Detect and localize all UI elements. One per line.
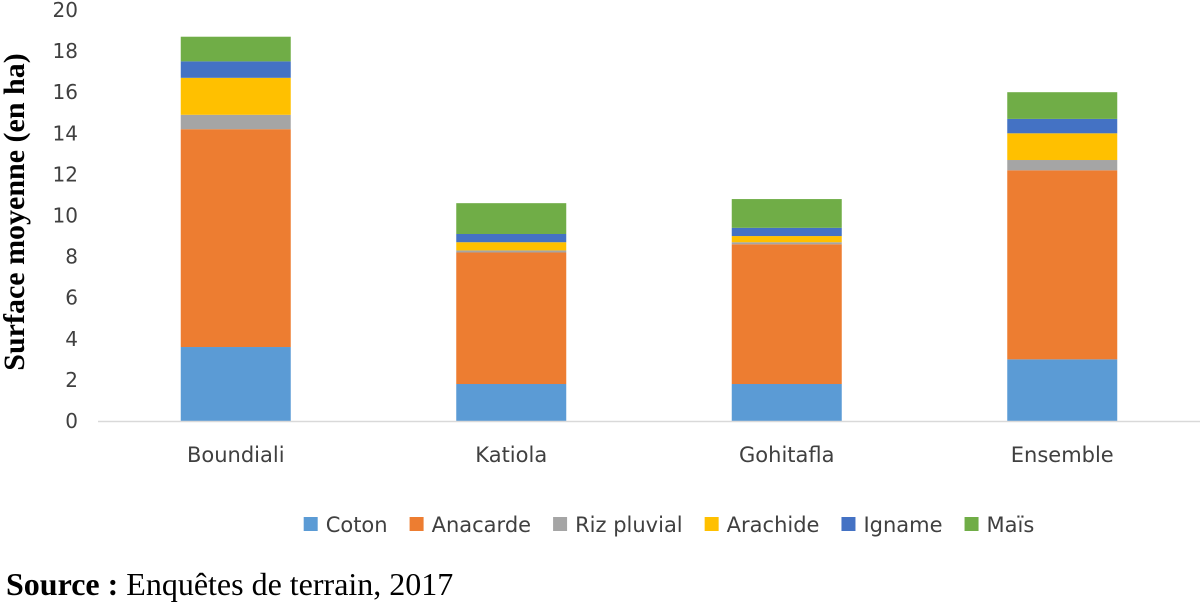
legend-label: Anacarde xyxy=(432,513,531,537)
stacked-bar-chart: 0 2 4 6 8 10 12 14 16 18 20 Boundiali Katiola Gohita… xyxy=(0,0,1200,537)
legend-swatch xyxy=(704,517,719,531)
legend: Coton Anacarde Riz pluvial Arachide Igname Ma… xyxy=(303,513,1035,537)
bar-segment xyxy=(456,250,567,253)
y-tick-label: 2 xyxy=(65,368,78,392)
bar-segment xyxy=(180,114,291,130)
y-tick-label: 10 xyxy=(53,204,78,228)
bar-segment xyxy=(180,347,291,421)
bar-segment xyxy=(1007,160,1118,171)
y-tick-label: 12 xyxy=(53,162,78,186)
y-tick-label: 14 xyxy=(53,121,78,145)
source-note: Source : Enquêtes de terrain, 2017 xyxy=(6,566,453,603)
y-tick-label: 8 xyxy=(65,245,78,269)
bar-segment xyxy=(456,242,567,251)
bar-segment xyxy=(180,77,291,115)
bar-segment xyxy=(1007,92,1118,119)
bar-segment xyxy=(731,242,842,245)
bar-segment xyxy=(456,233,567,243)
legend-swatch xyxy=(964,517,979,531)
x-tick-label: Ensemble xyxy=(1011,443,1114,467)
bars xyxy=(180,36,1118,421)
legend-label: Coton xyxy=(326,513,388,537)
bar-segment xyxy=(456,203,567,234)
x-tick-label: Katiola xyxy=(475,443,547,467)
legend-swatch xyxy=(553,517,568,531)
legend-swatch xyxy=(303,517,318,531)
bar-segment xyxy=(1007,133,1118,161)
bar-segment xyxy=(731,384,842,421)
bar-segment xyxy=(180,36,291,62)
legend-label: Maïs xyxy=(987,513,1035,537)
bar-segment xyxy=(731,236,842,243)
legend-label: Arachide xyxy=(727,513,820,537)
y-tick-label: 18 xyxy=(53,39,78,63)
bar-segment xyxy=(456,384,567,421)
legend-label: Riz pluvial xyxy=(575,513,683,537)
y-tick-label: 20 xyxy=(53,0,78,22)
bar-segment xyxy=(731,227,842,237)
y-axis-title: Surface moyenne (en ha) xyxy=(0,53,31,370)
y-tick-label: 6 xyxy=(65,286,78,310)
legend-label: Igname xyxy=(863,513,942,537)
source-label: Source : xyxy=(6,566,119,602)
bar-segment xyxy=(180,61,291,78)
bar-segment xyxy=(456,252,567,385)
bar-segment xyxy=(731,244,842,385)
x-axis: Boundiali Katiola Gohitafla Ensemble xyxy=(98,420,1200,467)
bar-segment xyxy=(1007,118,1118,134)
bar-segment xyxy=(1007,359,1118,421)
y-tick-label: 0 xyxy=(65,409,78,433)
y-tick-label: 16 xyxy=(53,80,78,104)
legend-swatch xyxy=(409,517,424,531)
x-tick-label: Gohitafla xyxy=(739,443,834,467)
bar-segment xyxy=(1007,170,1118,360)
bar-segment xyxy=(180,129,291,348)
source-text: Enquêtes de terrain, 2017 xyxy=(118,566,454,602)
x-tick-label: Boundiali xyxy=(187,443,285,467)
y-axis: 0 2 4 6 8 10 12 14 16 18 20 xyxy=(53,0,78,433)
bar-segment xyxy=(731,199,842,228)
y-tick-label: 4 xyxy=(65,327,78,351)
legend-swatch xyxy=(841,517,856,531)
